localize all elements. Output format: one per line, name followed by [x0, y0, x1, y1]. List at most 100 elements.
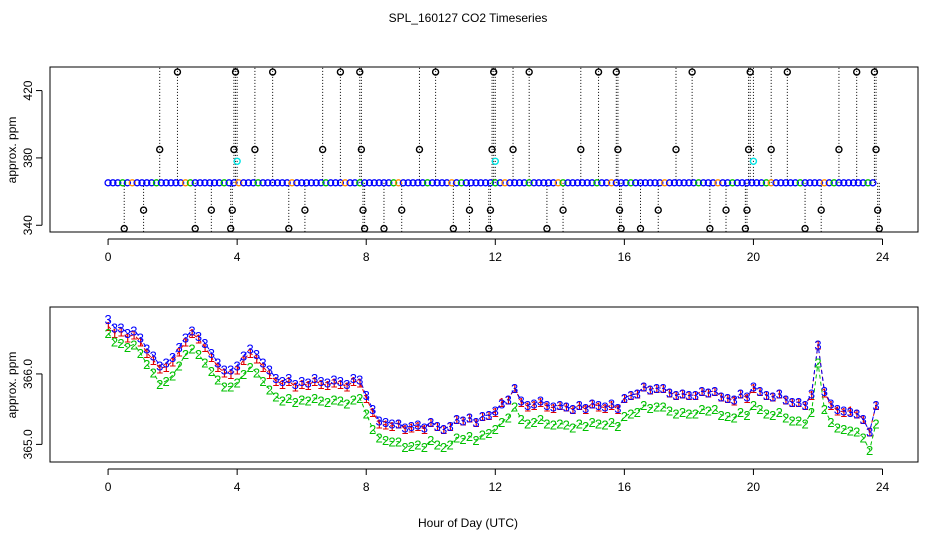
series-point-2: 2: [143, 357, 150, 372]
series-point-1: 1: [124, 330, 131, 345]
series-point-1: 1: [860, 412, 867, 427]
baseline-point: [602, 179, 611, 187]
baseline-point: [844, 179, 853, 187]
series-point-3: 3: [388, 416, 395, 431]
series-point-3: 3: [737, 387, 744, 402]
series-point-2: 2: [311, 391, 318, 406]
baseline-point: [743, 179, 751, 187]
baseline-point: [578, 179, 587, 187]
series-point-1: 1: [640, 380, 647, 395]
series-point-1: 1: [363, 391, 370, 406]
series-point-1: 1: [163, 360, 170, 375]
baseline-point: [733, 179, 741, 187]
baseline-point: [786, 179, 795, 187]
baseline-point: [496, 179, 504, 187]
series-point-3: 3: [653, 381, 660, 396]
series-point-2: 2: [659, 399, 666, 414]
series-point-3: 3: [156, 358, 163, 373]
series-point-2: 2: [298, 392, 305, 407]
baseline-point: [264, 179, 272, 187]
series-point-1: 1: [543, 399, 550, 414]
series-point-2: 2: [776, 405, 783, 420]
series-point-3: 3: [808, 387, 815, 402]
series-point-2: 2: [408, 439, 415, 454]
series-point-1: 1: [659, 381, 666, 396]
series-point-1: 1: [750, 381, 757, 396]
baseline-point: [675, 179, 683, 187]
baseline-point: [719, 179, 727, 187]
series-point-1: 1: [550, 401, 557, 416]
outlier-point: [749, 157, 758, 165]
baseline-point: [394, 179, 403, 187]
series-point-2: 2: [175, 358, 182, 373]
series-point-2: 2: [782, 411, 789, 426]
series-point-3: 3: [860, 412, 867, 427]
series-point-1: 1: [679, 387, 686, 402]
series-point-2: 2: [292, 395, 299, 410]
outlier-point: [431, 68, 440, 76]
series-point-1: 1: [253, 351, 260, 366]
series-point-3: 3: [137, 330, 144, 345]
series-point-3: 3: [853, 406, 860, 421]
baseline-point: [796, 179, 804, 187]
series-point-1: 1: [582, 402, 589, 417]
series-point-1: 1: [208, 350, 215, 365]
series-point-1: 1: [240, 353, 247, 368]
baseline-point: [632, 179, 640, 187]
series-point-1: 1: [305, 378, 312, 393]
baseline-point: [457, 179, 466, 187]
series-point-2: 2: [769, 408, 776, 423]
outlier-point: [251, 145, 259, 154]
series-point-2: 2: [395, 435, 402, 450]
series-point-2: 2: [588, 415, 595, 430]
baseline-point: [583, 179, 591, 187]
baseline-point: [225, 179, 233, 187]
series-point-2: 2: [866, 443, 873, 458]
series-point-3: 3: [175, 340, 182, 355]
series-point-2: 2: [801, 416, 808, 431]
series-point-3: 3: [246, 342, 253, 357]
baseline-point: [748, 179, 756, 187]
series-point-1: 1: [292, 380, 299, 395]
series-point-1: 1: [718, 389, 725, 404]
series-point-2: 2: [511, 399, 518, 414]
baseline-point: [123, 179, 132, 187]
outlier-point: [743, 206, 751, 214]
baseline-point: [491, 179, 499, 187]
series-point-1: 1: [692, 388, 699, 403]
baseline-point: [336, 179, 345, 187]
series-point-3: 3: [130, 323, 137, 338]
series-point-2: 2: [163, 374, 170, 389]
series-point-3: 3: [479, 409, 486, 424]
series-point-2: 2: [789, 413, 796, 428]
baseline-point: [704, 179, 712, 187]
series-point-3: 3: [285, 371, 292, 386]
baseline-point: [114, 179, 122, 187]
series-point-2: 2: [246, 360, 253, 375]
outlier-point: [491, 157, 499, 165]
series-point-2: 2: [240, 367, 247, 382]
series-point-2: 2: [363, 406, 370, 421]
series-point-3: 3: [621, 391, 628, 406]
series-point-3: 3: [104, 312, 111, 327]
series-point-2: 2: [840, 422, 847, 437]
baseline-point: [612, 179, 620, 187]
series-point-2: 2: [827, 415, 834, 430]
plot-frame: [49, 306, 919, 463]
series-point-3: 3: [305, 375, 312, 390]
baseline-point: [670, 179, 679, 187]
baseline-point: [835, 179, 843, 187]
series-point-3: 3: [756, 384, 763, 399]
series-point-3: 3: [872, 398, 879, 413]
series-point-2: 2: [640, 398, 647, 413]
series-point-1: 1: [427, 415, 434, 430]
series-point-2: 2: [601, 418, 608, 433]
outlier-point: [230, 145, 238, 154]
series-point-3: 3: [730, 392, 737, 407]
baseline-point: [235, 179, 243, 187]
series-point-2: 2: [266, 382, 273, 397]
series-point-3: 3: [517, 394, 524, 409]
baseline-point: [177, 179, 185, 187]
baseline-point: [811, 179, 819, 187]
series-point-1: 1: [453, 412, 460, 427]
